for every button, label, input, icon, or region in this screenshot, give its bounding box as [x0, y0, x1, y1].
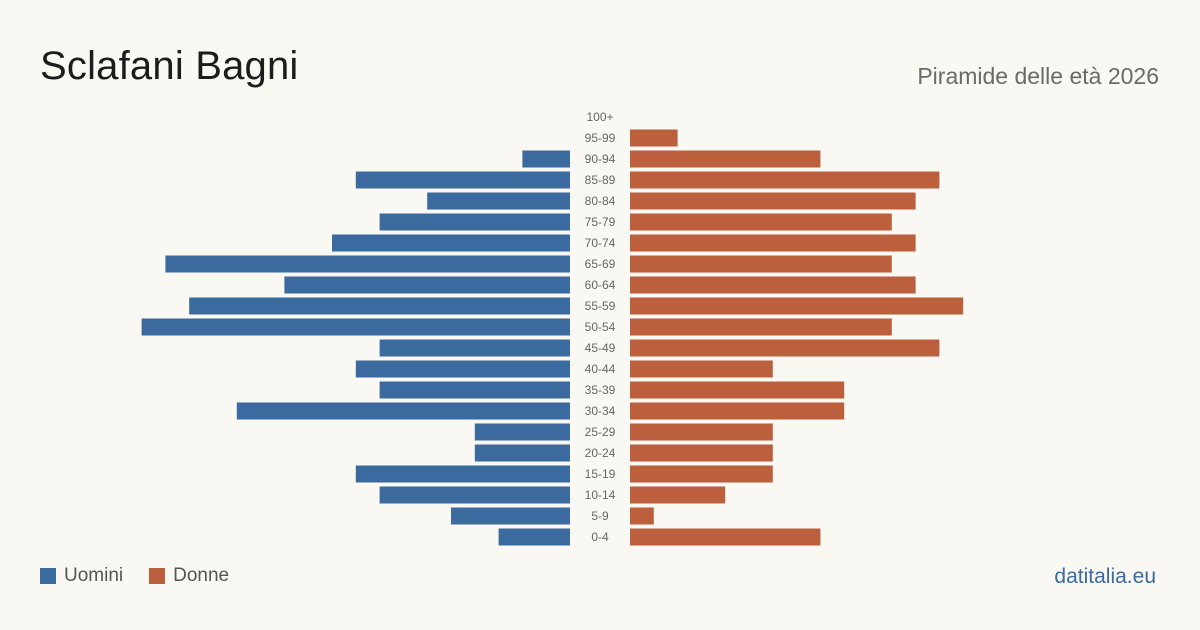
age-group-label: 95-99 [585, 131, 616, 145]
age-group-label: 10-14 [585, 488, 616, 502]
bar-men [355, 465, 570, 483]
legend-swatch-women [149, 568, 166, 584]
bar-men [522, 150, 570, 168]
brand-link[interactable]: datitalia.eu [1054, 565, 1156, 588]
bar-women [630, 381, 845, 399]
bar-women [630, 423, 773, 441]
bar-men [427, 192, 570, 210]
bar-men [141, 318, 570, 336]
age-group-label: 30-34 [585, 404, 616, 418]
bar-women [630, 402, 845, 420]
legend-label-women: Donne [173, 565, 230, 586]
legend: Uomini Donne [40, 565, 255, 587]
bar-women [630, 234, 916, 252]
age-group-label: 70-74 [585, 236, 616, 250]
bar-women [630, 171, 940, 189]
chart-title: Sclafani Bagni [40, 44, 299, 88]
age-group-label: 55-59 [585, 299, 616, 313]
bar-men [474, 444, 570, 462]
legend-label-men: Uomini [64, 565, 124, 586]
age-group-label: 25-29 [585, 425, 616, 439]
age-group-label: 75-79 [585, 215, 616, 229]
bar-women [630, 213, 892, 231]
bar-women [630, 507, 654, 525]
bar-men [451, 507, 570, 525]
bar-women [630, 360, 773, 378]
bar-men [355, 171, 570, 189]
bar-women [630, 276, 916, 294]
bar-men [379, 381, 570, 399]
chart-subtitle: Piramide delle età 2026 [917, 63, 1159, 89]
age-group-label: 65-69 [585, 257, 616, 271]
legend-swatch-men [40, 568, 56, 584]
age-group-label: 45-49 [585, 341, 616, 355]
age-group-label: 85-89 [585, 173, 616, 187]
bar-women [630, 192, 916, 210]
bar-women [630, 297, 964, 315]
age-group-label: 100+ [586, 110, 613, 124]
age-group-label: 15-19 [585, 467, 616, 481]
bar-men [379, 486, 570, 504]
bar-women [630, 255, 892, 273]
age-group-label: 60-64 [585, 278, 616, 292]
bar-men [165, 255, 570, 273]
age-group-label: 35-39 [585, 383, 616, 397]
bar-women [630, 129, 678, 147]
bar-men [332, 234, 570, 252]
legend-item-men: Uomini [40, 565, 123, 587]
bar-women [630, 444, 773, 462]
bar-men [474, 423, 570, 441]
bar-women [630, 150, 821, 168]
bar-men [379, 339, 570, 357]
age-group-label: 50-54 [585, 320, 616, 334]
age-group-label: 80-84 [585, 194, 616, 208]
bar-men [355, 360, 570, 378]
bar-women [630, 465, 773, 483]
bar-women [630, 528, 821, 546]
bar-men [284, 276, 570, 294]
bar-men [498, 528, 570, 546]
bar-women [630, 318, 892, 336]
age-group-label: 20-24 [585, 446, 616, 460]
bar-men [189, 297, 570, 315]
bar-men [236, 402, 571, 420]
bar-women [630, 486, 726, 504]
bar-women [630, 339, 940, 357]
age-group-label: 0-4 [591, 530, 609, 544]
age-group-label: 90-94 [585, 152, 616, 166]
bar-men [379, 213, 570, 231]
legend-item-women: Donne [149, 565, 229, 587]
age-group-label: 40-44 [585, 362, 616, 376]
age-group-label: 5-9 [591, 509, 609, 523]
